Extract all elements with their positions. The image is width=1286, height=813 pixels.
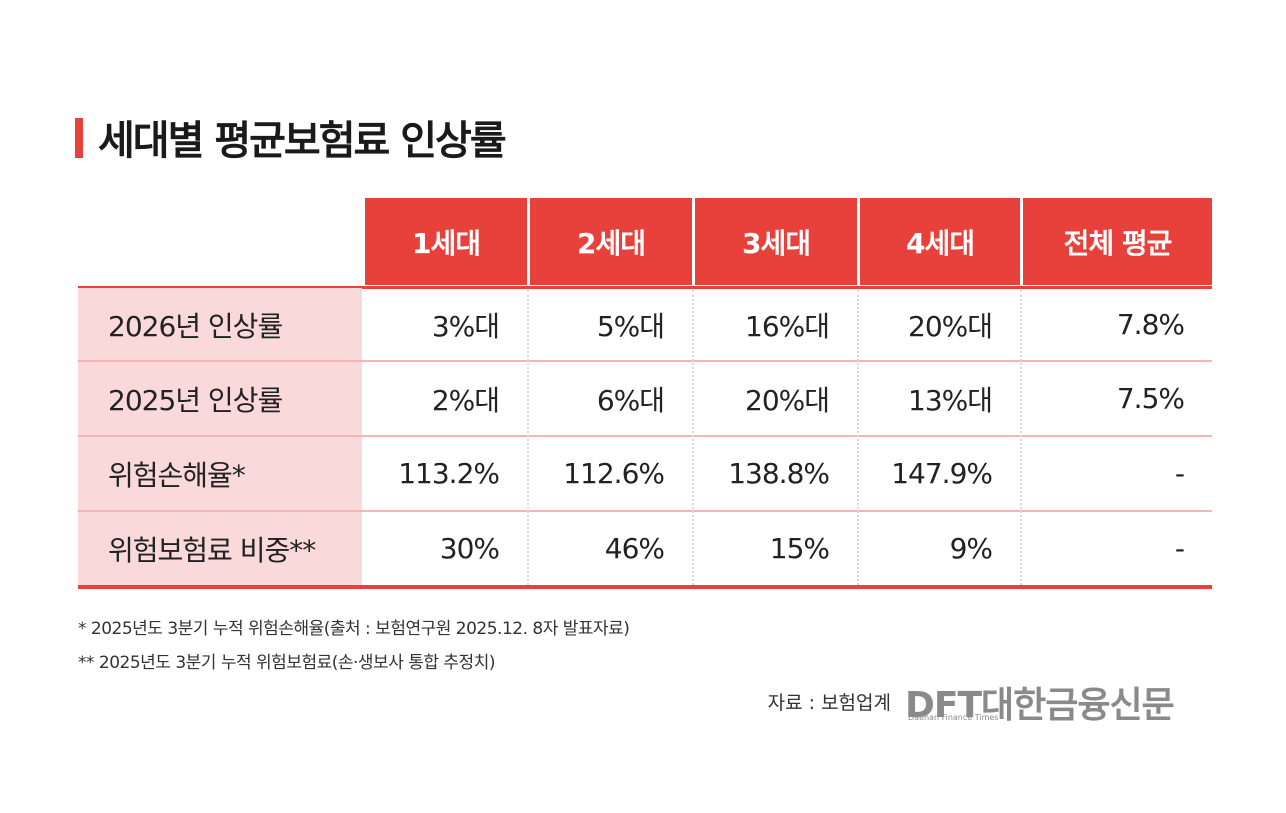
column-rule [1020, 290, 1024, 585]
table-cell: 5%대 [596, 309, 665, 343]
column-rule [527, 290, 531, 585]
column-header: 전체 평균 [1023, 198, 1212, 285]
table-cell: 20%대 [745, 383, 830, 417]
table-cell: 112.6% [563, 457, 665, 490]
table-cell: 6%대 [596, 383, 665, 417]
row-rule [78, 435, 1212, 437]
row-label: 2026년 인상률 [78, 288, 362, 361]
table-cell: 15% [769, 532, 830, 565]
footnote: * 2025년도 3분기 누적 위험손해율(출처 : 보험연구원 2025.12… [78, 619, 630, 639]
table-cell: - [1174, 532, 1185, 565]
row-rule [78, 510, 1212, 512]
source: 자료 : 보험업계 [767, 692, 891, 714]
logo: DFT대한금융신문 [905, 685, 1175, 726]
column-header: 4세대 [860, 198, 1020, 285]
column-rule [857, 290, 861, 585]
table-cell: 138.8% [728, 457, 830, 490]
table-cell: 113.2% [398, 457, 500, 490]
table-cell: 13%대 [908, 383, 993, 417]
table-cell: 16%대 [745, 309, 830, 343]
row-label: 2025년 인상률 [78, 362, 362, 435]
table-cell: 46% [604, 532, 665, 565]
row-label: 위험손해율* [78, 437, 362, 510]
table-cell: 3%대 [431, 309, 500, 343]
column-header: 3세대 [695, 198, 857, 285]
column-header: 1세대 [365, 198, 527, 285]
bottom-rule [78, 585, 1212, 589]
table-cell: 30% [439, 532, 500, 565]
row-label: 위험보험료 비중** [78, 512, 362, 585]
table-cell: 7.5% [1116, 382, 1185, 415]
column-header: 2세대 [530, 198, 692, 285]
title: 세대별 평균보험료 인상률 [98, 118, 507, 164]
table-cell: - [1174, 457, 1185, 490]
logo-subtitle: Daehan Finance Times [908, 713, 999, 722]
table-cell: 9% [949, 532, 993, 565]
table-cell: 147.9% [891, 457, 993, 490]
table-cell: 20%대 [908, 309, 993, 343]
header-rule [78, 286, 1212, 289]
table-cell: 2%대 [431, 383, 500, 417]
column-rule [692, 290, 696, 585]
row-rule [78, 360, 1212, 362]
footnote: ** 2025년도 3분기 누적 위험보험료(손·생보사 통합 추정치) [78, 653, 495, 673]
title-marker [75, 118, 83, 158]
table-cell: 7.8% [1116, 308, 1185, 341]
